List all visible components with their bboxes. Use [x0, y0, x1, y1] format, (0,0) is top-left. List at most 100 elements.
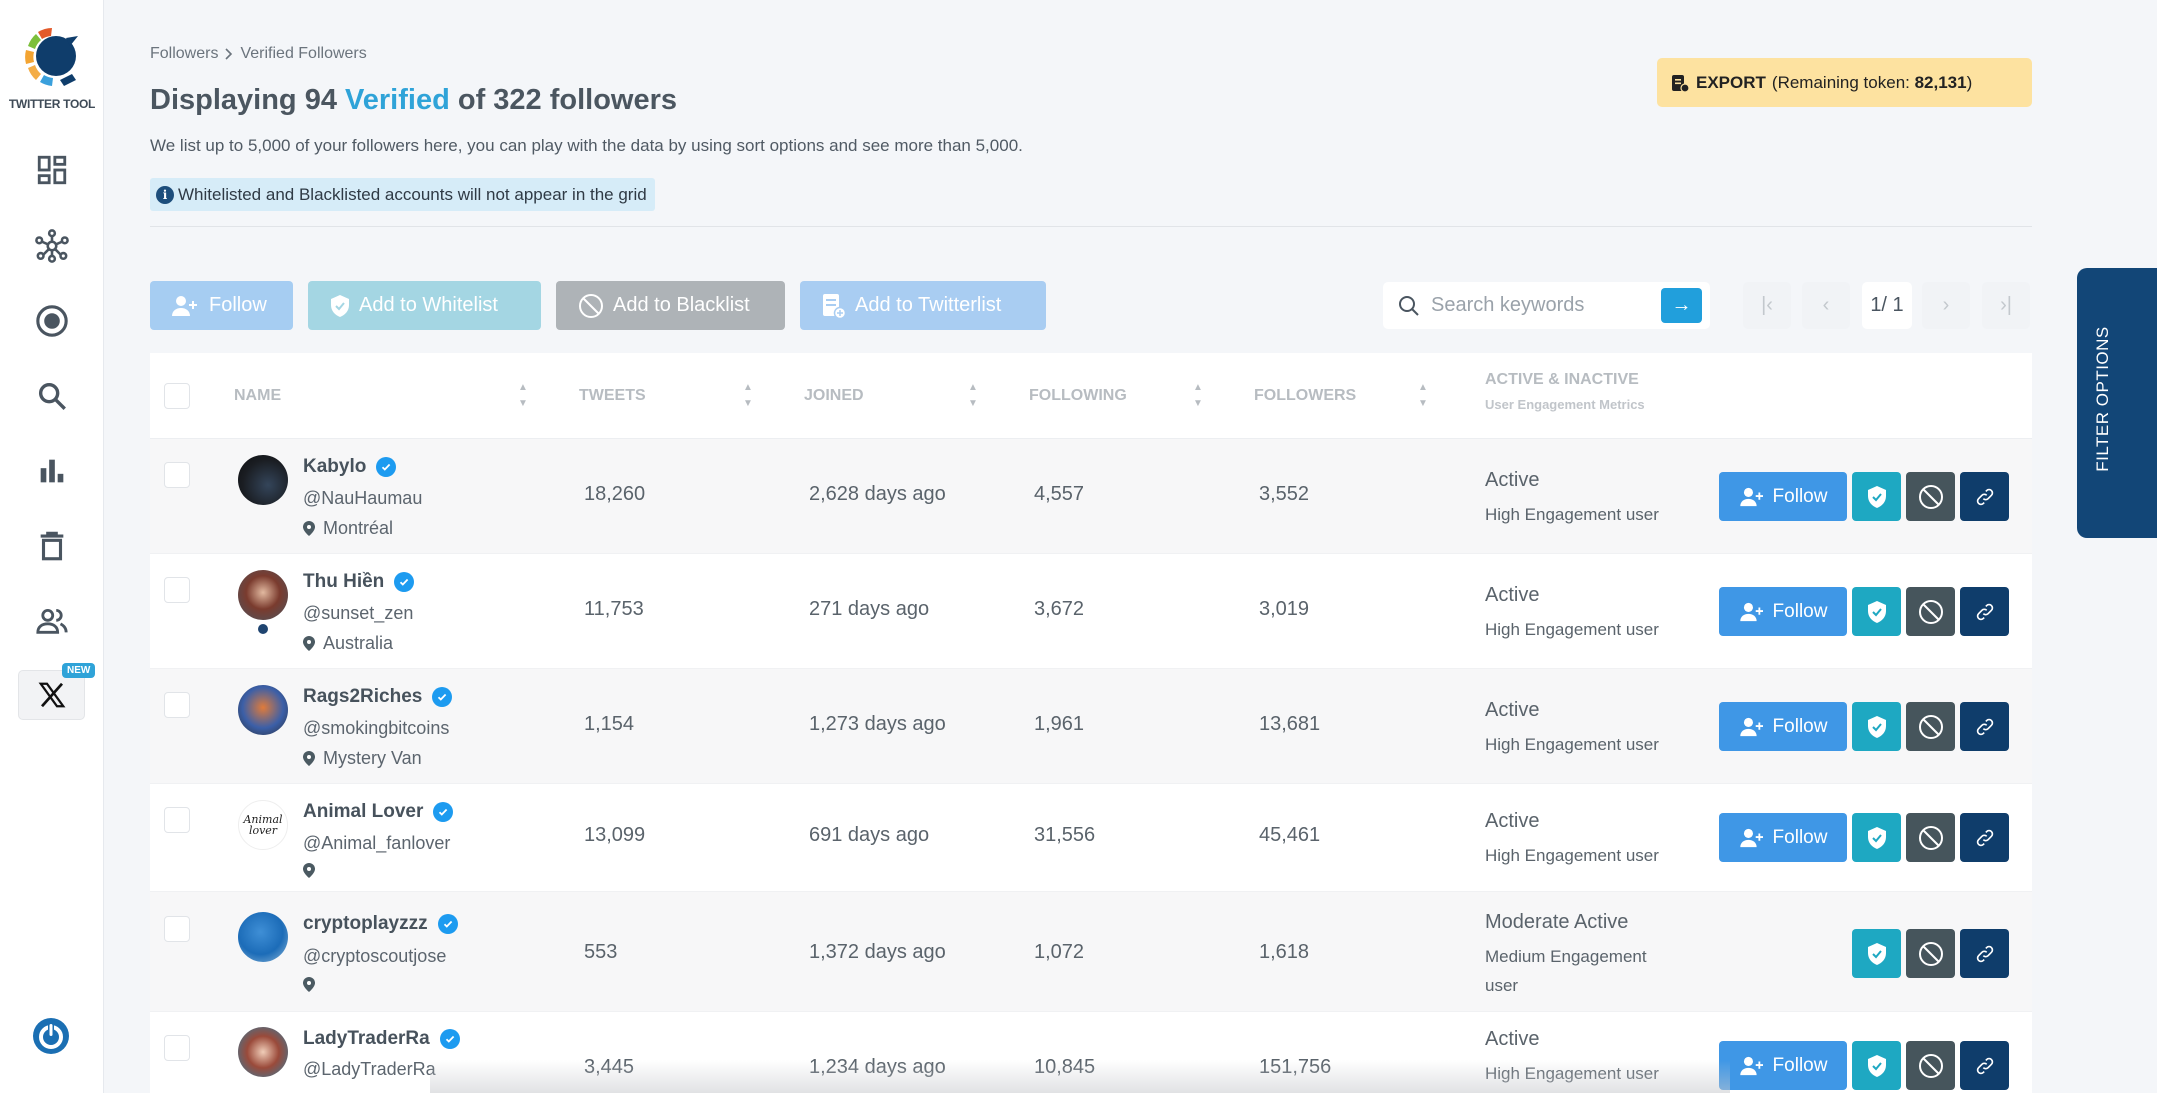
col-name[interactable]: NAME — [234, 387, 282, 404]
select-all-checkbox[interactable] — [164, 383, 190, 409]
col-joined[interactable]: JOINED — [804, 387, 864, 404]
follow-button[interactable]: Follow — [1719, 472, 1847, 521]
user-plus-icon — [172, 295, 197, 316]
blacklist-button[interactable] — [1906, 587, 1955, 636]
row-checkbox[interactable] — [164, 1035, 190, 1061]
follow-button[interactable]: Follow — [1719, 702, 1847, 751]
location-pin-icon — [303, 751, 315, 766]
whitelist-button[interactable] — [1852, 1041, 1901, 1090]
col-following[interactable]: FOLLOWING — [1029, 387, 1127, 404]
location-pin-icon — [303, 636, 315, 651]
profile-link-button[interactable] — [1960, 702, 2009, 751]
twitter-tool-logo[interactable] — [20, 24, 84, 88]
follow-button[interactable]: Follow — [1719, 813, 1847, 862]
followers-count: 3,552 — [1259, 483, 1310, 505]
sidebar-item-x[interactable] — [18, 670, 85, 720]
sort-tweets[interactable]: ▲ ▼ — [741, 383, 755, 409]
sidebar-item-target[interactable] — [33, 302, 71, 340]
bulk-follow-button[interactable]: Follow — [150, 281, 293, 330]
add-to-twitterlist-button[interactable]: Add to Twitterlist — [800, 281, 1046, 330]
profile-link-button[interactable] — [1960, 587, 2009, 636]
user-name[interactable]: Rags2Riches — [303, 686, 453, 708]
blacklist-button[interactable] — [1906, 702, 1955, 751]
engagement-status: Active High Engagement user — [1485, 1028, 1659, 1083]
user-name[interactable]: Thu Hiền — [303, 571, 415, 593]
col-followers[interactable]: FOLLOWERS — [1254, 387, 1357, 404]
row-checkbox[interactable] — [164, 692, 190, 718]
sort-down-icon: ▼ — [1418, 398, 1428, 409]
divider — [150, 226, 2032, 227]
following-count: 1,072 — [1034, 941, 1085, 963]
filter-options-tab[interactable]: FILTER OPTIONS — [2077, 268, 2157, 538]
first-page-button[interactable]: |‹ — [1743, 282, 1791, 329]
export-button[interactable]: EXPORT (Remaining token: 82,131) — [1657, 58, 2032, 107]
sidebar: TWITTER TOOL NEW — [0, 0, 104, 1093]
avatar[interactable] — [238, 1027, 288, 1077]
profile-link-button[interactable] — [1960, 472, 2009, 521]
row-checkbox[interactable] — [164, 916, 190, 942]
prev-page-button[interactable]: ‹ — [1802, 282, 1850, 329]
link-icon — [1976, 488, 1993, 505]
blacklist-button[interactable] — [1906, 1041, 1955, 1090]
whitelist-button[interactable] — [1852, 587, 1901, 636]
table-row: Kabylo @NauHaumau Montréal 18,260 2,628 … — [150, 439, 2032, 554]
sidebar-item-users[interactable] — [33, 602, 71, 640]
blacklist-button[interactable] — [1906, 929, 1955, 978]
avatar[interactable] — [238, 570, 288, 620]
online-indicator — [258, 624, 268, 634]
profile-link-button[interactable] — [1960, 1041, 2009, 1090]
user-name[interactable]: Kabylo — [303, 456, 397, 478]
user-name[interactable]: cryptoplayzzz — [303, 913, 458, 935]
power-icon[interactable] — [31, 1016, 71, 1056]
profile-link-button[interactable] — [1960, 813, 2009, 862]
sidebar-item-network[interactable] — [33, 227, 71, 265]
avatar[interactable] — [238, 685, 288, 735]
sort-joined[interactable]: ▲ ▼ — [966, 383, 980, 409]
profile-link-button[interactable] — [1960, 929, 2009, 978]
following-count: 4,557 — [1034, 483, 1085, 505]
follow-button[interactable]: Follow — [1719, 587, 1847, 636]
tweets-count: 13,099 — [584, 824, 646, 846]
sort-followers[interactable]: ▲ ▼ — [1416, 383, 1430, 409]
following-count: 1,961 — [1034, 713, 1085, 735]
sidebar-item-dashboard[interactable] — [33, 151, 71, 189]
row-checkbox[interactable] — [164, 807, 190, 833]
user-plus-icon — [1739, 1056, 1763, 1075]
col-tweets[interactable]: TWEETS — [579, 387, 646, 404]
sidebar-item-trash[interactable] — [33, 527, 71, 565]
export-label: EXPORT — [1696, 72, 1766, 92]
next-page-button[interactable]: › — [1922, 282, 1970, 329]
avatar[interactable] — [238, 455, 288, 505]
table-row: Thu Hiền @sunset_zen Australia 11,753 27… — [150, 554, 2032, 669]
add-to-blacklist-button[interactable]: Add to Blacklist — [556, 281, 785, 330]
search-submit-button[interactable]: → — [1661, 288, 1702, 323]
avatar[interactable]: Animal lover — [238, 800, 288, 850]
last-page-button[interactable]: ›| — [1982, 282, 2030, 329]
user-handle: @Animal_fanlover — [303, 833, 451, 853]
user-name[interactable]: LadyTraderRa — [303, 1028, 460, 1050]
link-icon — [1976, 718, 1993, 735]
link-icon — [1976, 603, 1993, 620]
breadcrumb-followers[interactable]: Followers — [150, 45, 219, 62]
chevron-left-icon: ‹ — [1822, 294, 1830, 316]
blacklist-button[interactable] — [1906, 813, 1955, 862]
user-name[interactable]: Animal Lover — [303, 801, 454, 823]
avatar[interactable] — [238, 912, 288, 962]
whitelist-button[interactable] — [1852, 472, 1901, 521]
verified-badge-icon — [376, 457, 397, 477]
sort-name[interactable]: ▲ ▼ — [516, 383, 530, 409]
search-input[interactable] — [1431, 294, 1656, 317]
row-checkbox[interactable] — [164, 462, 190, 488]
sidebar-item-search[interactable] — [33, 377, 71, 415]
sidebar-item-analytics[interactable] — [33, 452, 71, 490]
follow-button[interactable]: Follow — [1719, 1041, 1847, 1090]
add-to-whitelist-button[interactable]: Add to Whitelist — [308, 281, 541, 330]
whitelist-button[interactable] — [1852, 813, 1901, 862]
whitelist-button[interactable] — [1852, 702, 1901, 751]
whitelist-button[interactable] — [1852, 929, 1901, 978]
blacklist-button[interactable] — [1906, 472, 1955, 521]
tweets-count: 1,154 — [584, 713, 635, 735]
info-note-text: Whitelisted and Blacklisted accounts wil… — [178, 184, 647, 204]
sort-following[interactable]: ▲ ▼ — [1191, 383, 1205, 409]
row-checkbox[interactable] — [164, 577, 190, 603]
